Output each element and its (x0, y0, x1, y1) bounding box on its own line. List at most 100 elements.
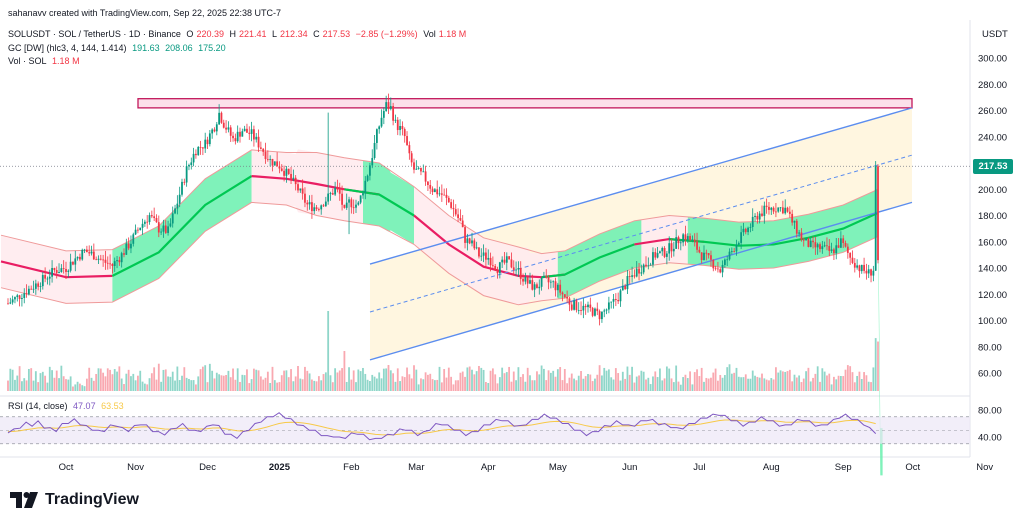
volume-bar (545, 380, 548, 391)
candle-body (420, 167, 422, 172)
candle-body (257, 136, 260, 148)
volume-bar (733, 372, 736, 391)
candle-body (505, 256, 508, 263)
volume-bar (69, 376, 72, 391)
candle-body (415, 168, 418, 170)
volume-bar (863, 372, 865, 391)
candle-body (559, 284, 562, 293)
volume-bar (215, 372, 218, 391)
price-tick-label: 100.00 (978, 316, 1007, 327)
rsi-tick-label: 80.00 (978, 406, 1002, 417)
channel-upper-line (369, 107, 913, 265)
gc-label[interactable]: GC [DW] (hlc3, 4, 144, 1.414) (8, 43, 127, 53)
candle-body (301, 188, 304, 194)
candle-body (693, 239, 696, 242)
candle-body (703, 252, 705, 260)
candle-body (749, 226, 752, 228)
volume-bar (292, 381, 295, 391)
gc-value-1: 191.63 (132, 43, 160, 53)
candle-body (510, 259, 513, 268)
candle-body (582, 305, 585, 311)
candle-body (561, 292, 564, 295)
candle-body (517, 268, 520, 270)
volume-bar (809, 381, 812, 391)
candle-body (394, 119, 397, 121)
candle-body (480, 255, 483, 257)
volume-bar (853, 382, 856, 391)
candle-body (92, 251, 95, 260)
candle-body (111, 263, 114, 267)
volume-bar (229, 377, 232, 391)
volume-bar (185, 377, 188, 391)
volume-bar (723, 375, 726, 391)
volume-bar (364, 373, 367, 391)
volume-bar (649, 384, 652, 391)
volume-bar (652, 376, 654, 391)
candle-body (870, 269, 872, 276)
volume-bar (408, 374, 411, 391)
candle-body (341, 193, 343, 205)
volume-bar (761, 373, 763, 391)
candle-body (554, 281, 557, 291)
candle-body (645, 264, 647, 266)
volume-bar (164, 369, 167, 391)
symbol-name[interactable]: SOLUSDT · SOL / TetherUS · 1D · Binance (8, 29, 181, 39)
vol-label: Vol (423, 29, 436, 39)
volume-bar (30, 368, 33, 391)
volume-bar (438, 366, 441, 391)
volume-bar (18, 366, 21, 391)
candle-body (563, 294, 566, 298)
candle-body (770, 207, 773, 210)
volume-bar (375, 378, 378, 391)
volume-bar (573, 378, 575, 391)
candle-body (549, 281, 552, 283)
candle-body (16, 295, 19, 298)
volume-bar (821, 368, 824, 391)
volume-bar (167, 376, 169, 391)
volume-bar (512, 371, 515, 391)
resistance-zone (137, 98, 913, 109)
legend-symbol-row: SOLUSDT · SOL / TetherUS · 1D · Binance … (8, 29, 469, 40)
volume-bar (401, 376, 404, 391)
candle-body (39, 286, 42, 287)
candle-body (134, 229, 137, 235)
candle-body (733, 251, 736, 252)
candle-body (362, 193, 364, 196)
channel-lower-line (369, 201, 913, 361)
candle-body (157, 222, 160, 233)
volume-bar (236, 368, 239, 391)
candle-body (867, 269, 870, 274)
candle-body (626, 276, 629, 290)
candle-body (285, 168, 288, 176)
candle-body (614, 298, 617, 300)
volume-bar (234, 379, 237, 391)
candle-body (682, 234, 685, 243)
candle-body (742, 228, 745, 233)
candle-body (786, 207, 789, 212)
volume-bar (559, 367, 562, 391)
candle-body (239, 131, 241, 137)
volume-bar (747, 378, 749, 391)
vol-sol-label[interactable]: Vol · SOL (8, 56, 47, 66)
candle-body (88, 252, 91, 254)
volume-bar (543, 368, 545, 391)
volume-bar (34, 371, 37, 391)
candle-body (524, 277, 527, 282)
candle-body (468, 238, 471, 244)
currency-label[interactable]: USDT (982, 29, 1008, 40)
volume-bar (324, 372, 327, 391)
candle-body (830, 249, 833, 251)
candle-body (232, 135, 234, 139)
volume-bar (867, 381, 870, 391)
candle-body (185, 166, 188, 183)
tradingview-logo[interactable]: TradingView (10, 491, 139, 509)
volume-bar (313, 380, 316, 391)
candle-body (700, 252, 703, 260)
volume-bar (148, 378, 151, 391)
volume-bar (311, 379, 313, 391)
rsi-label[interactable]: RSI (14, close) (8, 401, 68, 411)
volume-bar (134, 380, 137, 391)
attribution: sahanavv created with TradingView.com, S… (8, 8, 281, 18)
candle-body (464, 227, 466, 243)
